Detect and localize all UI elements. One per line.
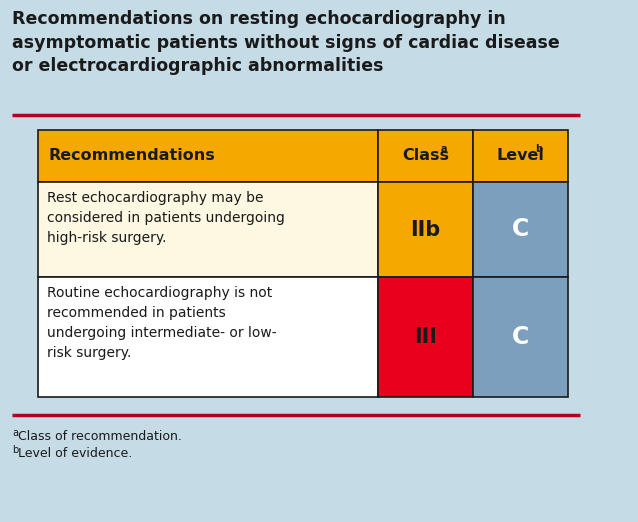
Text: III: III	[414, 327, 437, 347]
Text: Level: Level	[496, 148, 544, 163]
Text: a: a	[12, 428, 18, 438]
Bar	[38, 182, 378, 277]
Bar	[378, 130, 473, 182]
Bar	[473, 182, 568, 277]
Text: Level of evidence.: Level of evidence.	[18, 447, 132, 460]
Text: Recommendations: Recommendations	[48, 148, 215, 163]
Bar	[38, 277, 378, 397]
Text: C: C	[512, 218, 529, 242]
Text: Class: Class	[402, 148, 449, 163]
Text: a: a	[440, 144, 447, 154]
Text: Routine echocardiography is not
recommended in patients
undergoing intermediate-: Routine echocardiography is not recommen…	[47, 286, 277, 360]
Bar	[378, 277, 473, 397]
Text: Rest echocardiography may be
considered in patients undergoing
high-risk surgery: Rest echocardiography may be considered …	[47, 191, 285, 245]
Bar	[473, 277, 568, 397]
Bar	[38, 130, 378, 182]
Text: b: b	[535, 144, 542, 154]
Text: Class of recommendation.: Class of recommendation.	[18, 430, 182, 443]
Text: C: C	[512, 325, 529, 349]
Bar	[378, 182, 473, 277]
Text: Recommendations on resting echocardiography in
asymptomatic patients without sig: Recommendations on resting echocardiogra…	[12, 10, 560, 75]
Text: b: b	[12, 445, 19, 455]
Text: IIb: IIb	[410, 219, 441, 240]
Bar	[473, 130, 568, 182]
